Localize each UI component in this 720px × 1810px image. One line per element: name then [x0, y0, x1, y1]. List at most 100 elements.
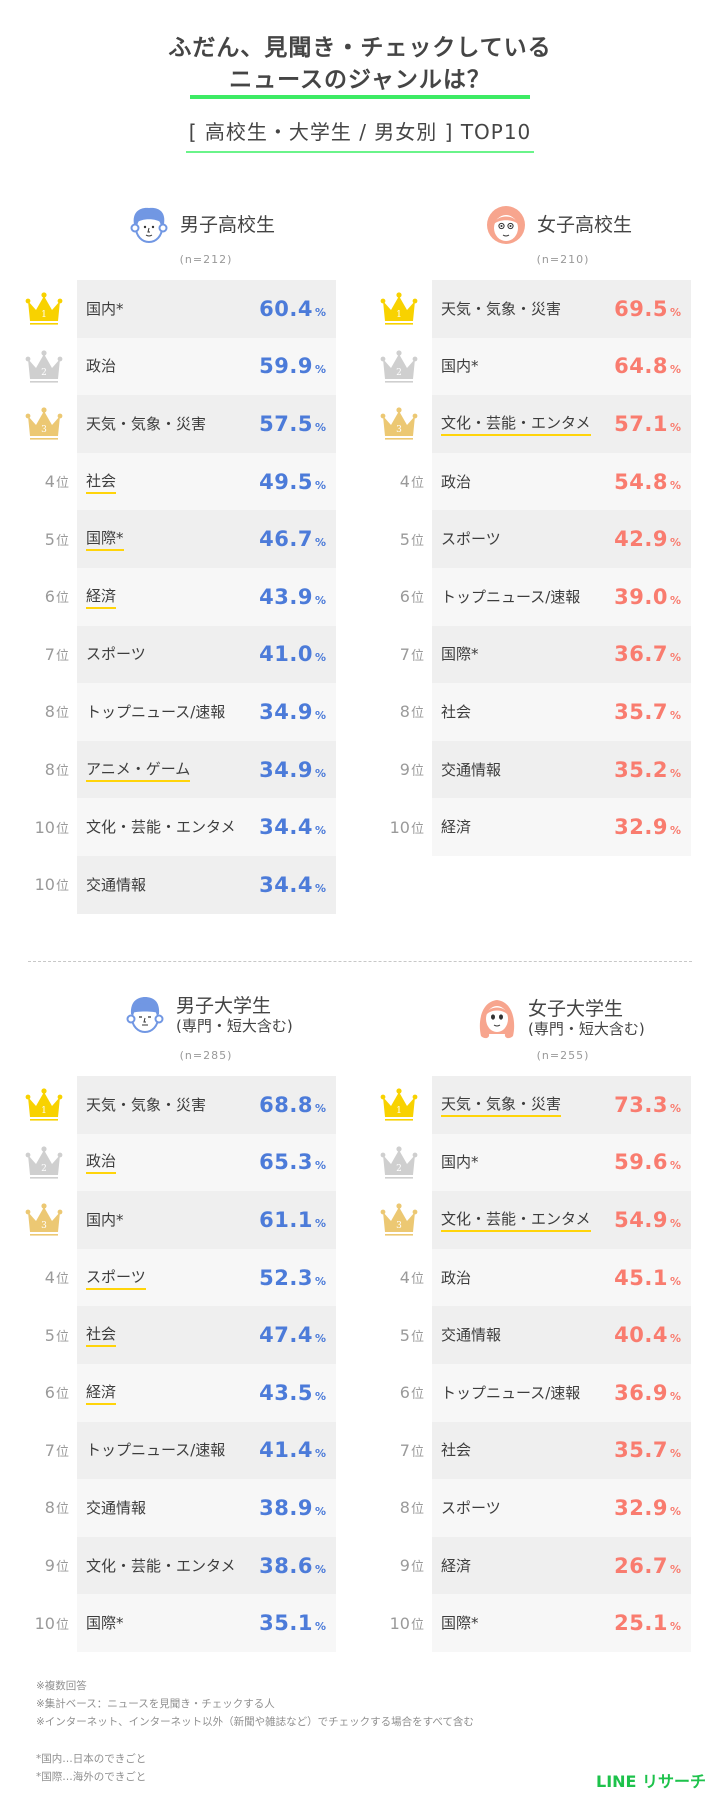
rank-number: 4	[399, 1268, 410, 1288]
rank-number: 8	[399, 1498, 410, 1518]
rank-suffix: 位	[55, 591, 69, 607]
ranking-row: 10 位 国際* 25.1%	[390, 1594, 691, 1652]
definitions: *国内…日本のできごと *国際…海外のできごと	[36, 1750, 146, 1786]
percent-sign: %	[314, 766, 326, 780]
ranking-row: 9 位 文化・芸能・エンタメ 38.6%	[45, 1536, 336, 1595]
genre-label: トップニュース/速報	[86, 1441, 226, 1460]
ranking-table-male-univ: 1 天気・気象・災害 68.8% 2 政治 65.3% 3 国内* 61.1% 4 位スポーツ 52.…	[25, 1076, 336, 1652]
rank-number: 8	[44, 1498, 55, 1518]
genre-label: 経済	[441, 818, 472, 837]
rank-suffix: 位	[410, 1444, 424, 1460]
percentage-number: 60.4	[259, 296, 313, 321]
svg-text:1: 1	[41, 310, 47, 320]
rank-suffix: 位	[55, 1502, 69, 1518]
crown-rank-3-icon: 3	[380, 407, 418, 440]
ranking-row: 4 位 政治 54.8%	[400, 452, 691, 511]
percentage-number: 69.5	[614, 296, 668, 321]
percentage-value: 45.1%	[614, 1266, 681, 1290]
percent-sign: %	[669, 1159, 681, 1173]
footnote: ※複数回答	[36, 1680, 87, 1692]
group-title: 男子大学生	[176, 995, 272, 1017]
ranking-row: 1 天気・気象・災害 69.5%	[380, 280, 691, 338]
genre-label: 政治	[86, 357, 117, 376]
genre-label: 交通情報	[441, 1326, 502, 1345]
rank-number: 10	[34, 1613, 55, 1633]
percent-sign: %	[669, 1101, 681, 1115]
rank-suffix: 位	[55, 1387, 69, 1403]
genre-label: トップニュース/速報	[86, 702, 226, 721]
ranking-row: 6 位 トップニュース/速報 36.9%	[400, 1363, 691, 1422]
percent-sign: %	[669, 1332, 681, 1346]
percentage-number: 41.4	[259, 1438, 313, 1463]
rank-number: 7	[399, 1440, 410, 1460]
percentage-value: 34.9%	[259, 758, 326, 782]
genre-label: 国際*	[441, 1614, 479, 1633]
ranking-row: 8 位 アニメ・ゲーム 34.9%	[45, 740, 336, 799]
rank-number: 7	[399, 644, 410, 664]
percentage-value: 60.4%	[259, 297, 326, 321]
percentage-number: 25.1	[614, 1611, 668, 1636]
ranking-row: 8 位 トップニュース/速報 34.9%	[45, 683, 336, 741]
percent-sign: %	[314, 1389, 326, 1403]
svg-text:3: 3	[41, 425, 47, 435]
percentage-number: 34.9	[259, 699, 313, 724]
percentage-value: 41.4%	[259, 1438, 326, 1462]
percentage-value: 64.8%	[614, 354, 681, 378]
percentage-number: 46.7	[259, 527, 313, 552]
percentage-number: 49.5	[259, 469, 313, 494]
genre-label: トップニュース/速報	[441, 587, 581, 606]
percent-sign: %	[314, 478, 326, 492]
footnotes: ※複数回答 ※集計ベース：ニュースを見聞き・チェックする人 ※インターネット、イ…	[36, 1677, 474, 1731]
crown-rank-2-icon: 2	[25, 349, 63, 383]
footnote: ※集計ベース：ニュースを見聞き・チェックする人	[36, 1698, 275, 1710]
sample-size: (n=255)	[536, 1049, 590, 1062]
group-header-male-univ: 男子大学生 (専門・短大含む)	[124, 994, 293, 1036]
percent-sign: %	[669, 1504, 681, 1518]
percentage-number: 41.0	[259, 642, 313, 667]
ranking-table-female-hs: 1 天気・気象・災害 69.5% 2 国内* 64.8% 3 文化・芸能・エンタメ 57.1% 4…	[380, 280, 691, 856]
rank-number: 4	[44, 472, 55, 492]
percentage-value: 39.0%	[614, 585, 681, 609]
percentage-number: 57.5	[259, 411, 313, 436]
group-header-female-hs: 女子高校生	[485, 204, 632, 246]
percentage-number: 35.7	[614, 1438, 668, 1463]
page-title-line-1: ふだん、見聞き・チェックしている	[168, 35, 552, 61]
percent-sign: %	[314, 881, 326, 895]
percentage-value: 38.6%	[259, 1554, 326, 1578]
rank-suffix: 位	[410, 764, 424, 780]
percentage-number: 39.0	[614, 584, 668, 609]
ranking-row: 9 位 経済 26.7%	[400, 1536, 691, 1595]
genre-label: 政治	[441, 1268, 472, 1287]
genre-label: 文化・芸能・エンタメ	[441, 412, 591, 436]
rank-suffix: 位	[55, 1560, 69, 1576]
percentage-number: 34.9	[259, 757, 313, 782]
ranking-row: 3 文化・芸能・エンタメ 57.1%	[380, 395, 691, 453]
percentage-number: 32.9	[614, 815, 668, 840]
rank-number: 5	[44, 529, 55, 549]
genre-label: 経済	[86, 585, 117, 609]
crown-rank-2-icon: 2	[380, 349, 418, 383]
ranking-row: 10 位 文化・芸能・エンタメ 34.4%	[35, 798, 336, 856]
percentage-value: 47.4%	[259, 1323, 326, 1347]
subtitle-underline	[186, 151, 534, 153]
percentage-number: 47.4	[259, 1323, 313, 1348]
percentage-number: 64.8	[614, 354, 668, 379]
percent-sign: %	[669, 708, 681, 722]
rank-suffix: 位	[55, 879, 69, 895]
genre-label: 国際*	[86, 1614, 124, 1633]
ranking-row: 3 天気・気象・災害 57.5%	[25, 395, 336, 453]
percentage-value: 57.5%	[259, 412, 326, 436]
percentage-number: 73.3	[614, 1092, 668, 1117]
genre-label: 政治	[441, 472, 472, 491]
crown-rank-3-icon: 3	[25, 1203, 63, 1236]
ranking-row: 8 位 スポーツ 32.9%	[400, 1479, 691, 1537]
sample-size: (n=212)	[179, 253, 233, 266]
page-subtitle: [ 高校生・大学生 / 男女別 ] TOP10	[188, 120, 532, 144]
